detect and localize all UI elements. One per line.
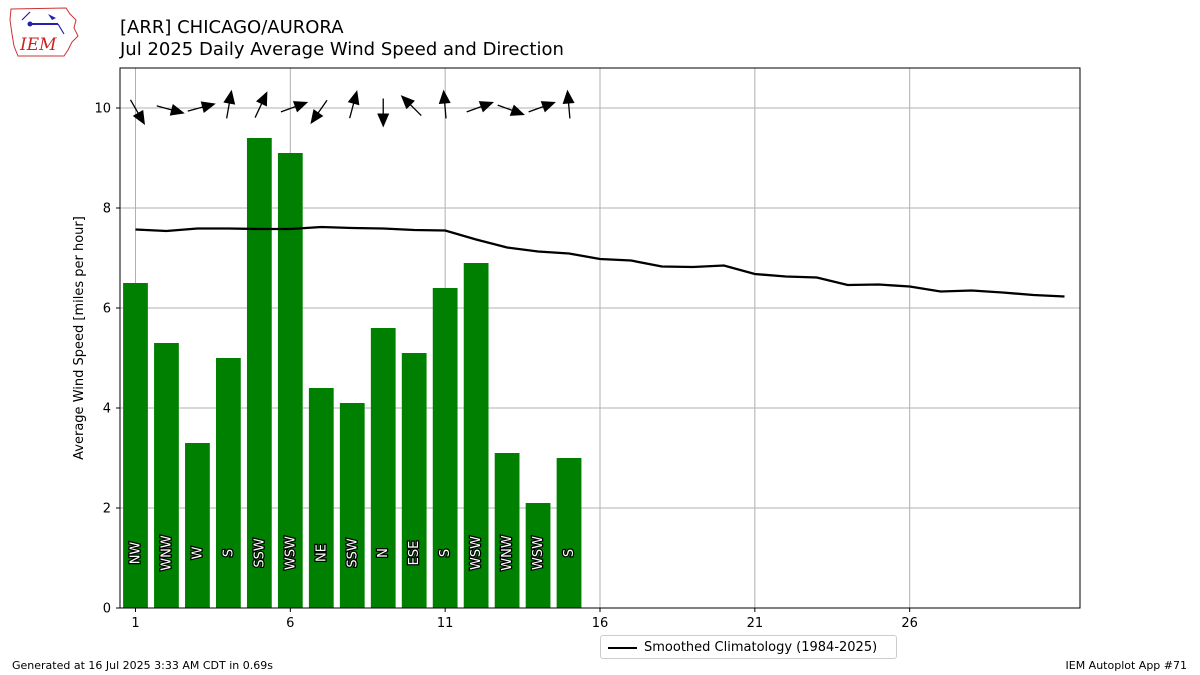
direction-label: SSW [252,538,267,568]
x-tick-label: 1 [131,616,139,631]
direction-label-layer: NW WNW W S SSW WSW NE SSW N ESE S WSW WNW WSW S [127,534,578,572]
direction-label: S [438,549,453,557]
wind-direction-arrow [400,95,422,117]
wind-direction-arrow [310,99,328,125]
wind-bar [185,443,210,608]
wind-direction-arrow [223,89,236,119]
legend-label: Smoothed Climatology (1984-2025) [644,640,878,655]
climatology-line [135,225,1065,298]
wind-bar [494,453,520,608]
direction-label: SSW [345,538,360,568]
direction-label: NW [128,542,143,565]
wind-direction-arrow [254,91,268,118]
wind-direction-arrow [156,103,185,116]
generated-timestamp: Generated at 16 Jul 2025 3:33 AM CDT in … [12,659,273,672]
direction-label: NE [314,544,329,562]
wind-direction-arrow [466,101,494,113]
wind-direction-arrow [497,104,525,116]
climatology-layer [135,225,1065,298]
wind-direction-arrow [377,98,390,128]
direction-label: S [562,549,577,557]
wind-direction-arrow [438,89,451,119]
wind-bar [308,388,334,608]
app-credit: IEM Autoplot App #71 [1065,659,1188,672]
wind-direction-arrow [129,99,145,125]
y-tick-label: 4 [103,402,111,417]
wind-direction-arrow [347,90,360,119]
iem-logo: IEM [8,6,80,62]
y-tick-label: 6 [103,302,111,317]
wind-bar [432,288,458,608]
y-tick-label: 2 [103,502,111,517]
x-tick-label: 16 [592,616,609,631]
station-title: [ARR] CHICAGO/AURORA [120,17,344,38]
direction-label: WSW [531,536,546,570]
wind-direction-arrow [528,101,556,113]
direction-label: WNW [159,535,174,571]
wind-bar [401,353,427,608]
logo-text: IEM [19,35,57,55]
direction-label: N [376,548,391,558]
y-axis-label: Average Wind Speed [miles per hour] [72,216,87,460]
wind-bar [216,358,241,608]
x-tick-label: 11 [437,616,454,631]
chart-title-block: [ARR] CHICAGO/AURORA Jul 2025 Daily Aver… [120,17,564,61]
wind-bar [463,263,489,608]
wind-bar [370,328,396,608]
legend-line-swatch [608,647,637,649]
iem-iowa-logo-icon: IEM [9,7,79,57]
wind-bar [154,343,179,608]
direction-label: ESE [407,541,422,566]
wind-bar [339,403,365,608]
x-tick-label: 26 [901,616,918,631]
wind-direction-arrow [562,89,575,119]
direction-label: S [221,549,236,557]
x-tick-label: 6 [286,616,294,631]
y-tick-label: 0 [103,602,111,617]
wind-direction-arrow [187,101,216,114]
wind-direction-arrow [280,101,309,113]
chart-legend: Smoothed Climatology (1984-2025) [600,635,897,659]
direction-label: WNW [500,535,515,571]
y-tick-label: 10 [94,102,111,117]
wind-bar [246,138,272,608]
direction-label: WSW [283,536,298,570]
direction-label: W [190,546,205,559]
x-tick-label: 21 [747,616,764,631]
wind-bar [556,458,582,608]
wind-bar [525,503,551,608]
y-tick-label: 8 [103,202,111,217]
wind-bar [123,283,148,608]
chart-subtitle: Jul 2025 Daily Average Wind Speed and Di… [120,39,564,60]
direction-label: WSW [469,536,484,570]
arrow-layer [129,89,575,128]
